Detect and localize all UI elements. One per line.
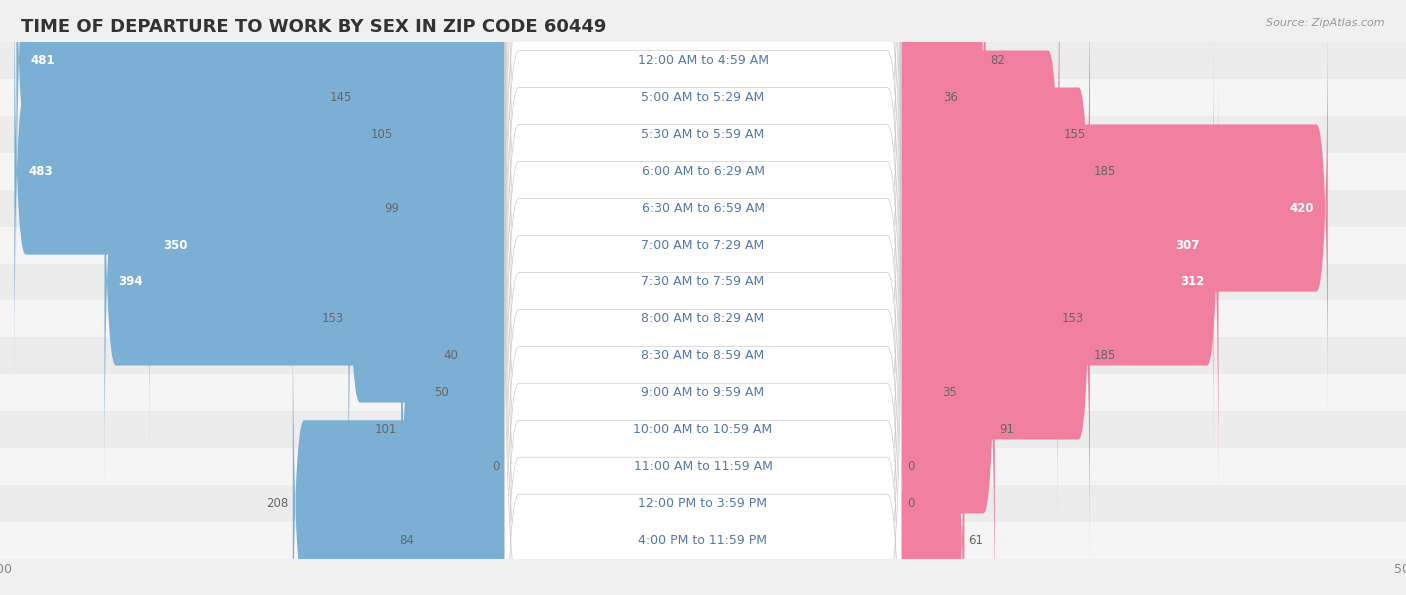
Text: 36: 36 (943, 90, 957, 104)
Text: 185: 185 (1094, 349, 1116, 362)
FancyBboxPatch shape (505, 0, 901, 595)
FancyBboxPatch shape (505, 144, 901, 595)
Text: 0: 0 (907, 497, 914, 511)
FancyBboxPatch shape (0, 486, 1406, 522)
Text: 8:30 AM to 8:59 AM: 8:30 AM to 8:59 AM (641, 349, 765, 362)
FancyBboxPatch shape (17, 0, 509, 273)
Text: 6:30 AM to 6:59 AM: 6:30 AM to 6:59 AM (641, 202, 765, 215)
FancyBboxPatch shape (0, 115, 1406, 152)
Text: 84: 84 (399, 534, 415, 547)
FancyBboxPatch shape (404, 0, 509, 420)
Text: 185: 185 (1094, 165, 1116, 177)
FancyBboxPatch shape (505, 0, 901, 383)
FancyBboxPatch shape (897, 328, 965, 595)
FancyBboxPatch shape (897, 218, 995, 595)
Text: 481: 481 (31, 54, 55, 67)
Text: 12:00 AM to 4:59 AM: 12:00 AM to 4:59 AM (637, 54, 769, 67)
FancyBboxPatch shape (396, 0, 509, 346)
FancyBboxPatch shape (0, 227, 1406, 264)
FancyBboxPatch shape (897, 144, 1090, 568)
FancyBboxPatch shape (104, 70, 509, 494)
FancyBboxPatch shape (897, 0, 939, 309)
FancyBboxPatch shape (0, 190, 1406, 227)
Text: 420: 420 (1289, 202, 1313, 215)
Text: 483: 483 (28, 165, 53, 177)
FancyBboxPatch shape (0, 152, 1406, 190)
FancyBboxPatch shape (0, 264, 1406, 300)
Text: 50: 50 (434, 386, 449, 399)
Text: 6:00 AM to 6:29 AM: 6:00 AM to 6:29 AM (641, 165, 765, 177)
Text: 82: 82 (990, 54, 1005, 67)
Text: TIME OF DEPARTURE TO WORK BY SEX IN ZIP CODE 60449: TIME OF DEPARTURE TO WORK BY SEX IN ZIP … (21, 18, 606, 36)
Text: 11:00 AM to 11:59 AM: 11:00 AM to 11:59 AM (634, 461, 772, 474)
FancyBboxPatch shape (401, 218, 509, 595)
FancyBboxPatch shape (897, 0, 1090, 383)
FancyBboxPatch shape (292, 292, 509, 595)
Text: 91: 91 (1000, 424, 1014, 436)
Text: 0: 0 (492, 461, 499, 474)
Text: 12:00 PM to 3:59 PM: 12:00 PM to 3:59 PM (638, 497, 768, 511)
Text: 99: 99 (384, 202, 399, 215)
FancyBboxPatch shape (897, 33, 1213, 457)
FancyBboxPatch shape (505, 70, 901, 595)
Text: 155: 155 (1064, 127, 1085, 140)
FancyBboxPatch shape (14, 0, 509, 383)
FancyBboxPatch shape (463, 144, 509, 568)
FancyBboxPatch shape (505, 0, 901, 457)
Text: 153: 153 (322, 312, 344, 325)
FancyBboxPatch shape (505, 181, 901, 595)
FancyBboxPatch shape (0, 337, 1406, 374)
FancyBboxPatch shape (505, 218, 901, 595)
Text: 35: 35 (942, 386, 957, 399)
Text: 307: 307 (1175, 239, 1199, 252)
Text: 9:00 AM to 9:59 AM: 9:00 AM to 9:59 AM (641, 386, 765, 399)
Text: 40: 40 (444, 349, 458, 362)
FancyBboxPatch shape (897, 70, 1219, 494)
FancyBboxPatch shape (505, 0, 901, 595)
FancyBboxPatch shape (505, 0, 901, 494)
Text: 394: 394 (118, 275, 143, 289)
FancyBboxPatch shape (505, 107, 901, 595)
FancyBboxPatch shape (505, 0, 901, 568)
FancyBboxPatch shape (505, 0, 901, 420)
FancyBboxPatch shape (505, 33, 901, 595)
FancyBboxPatch shape (0, 449, 1406, 486)
Text: 312: 312 (1180, 275, 1205, 289)
Text: 5:00 AM to 5:29 AM: 5:00 AM to 5:29 AM (641, 90, 765, 104)
FancyBboxPatch shape (0, 42, 1406, 79)
Text: 10:00 AM to 10:59 AM: 10:00 AM to 10:59 AM (634, 424, 772, 436)
Text: 208: 208 (266, 497, 288, 511)
Text: 61: 61 (969, 534, 984, 547)
Text: 145: 145 (330, 90, 353, 104)
FancyBboxPatch shape (897, 107, 1057, 531)
FancyBboxPatch shape (149, 33, 509, 457)
FancyBboxPatch shape (897, 0, 986, 273)
FancyBboxPatch shape (0, 374, 1406, 411)
FancyBboxPatch shape (349, 107, 509, 531)
Text: 8:00 AM to 8:29 AM: 8:00 AM to 8:29 AM (641, 312, 765, 325)
Text: 0: 0 (907, 461, 914, 474)
Text: 153: 153 (1062, 312, 1084, 325)
Text: 4:00 PM to 11:59 PM: 4:00 PM to 11:59 PM (638, 534, 768, 547)
FancyBboxPatch shape (505, 0, 901, 531)
Text: 101: 101 (374, 424, 396, 436)
FancyBboxPatch shape (897, 0, 1327, 420)
FancyBboxPatch shape (0, 411, 1406, 449)
FancyBboxPatch shape (897, 0, 1060, 346)
Text: 350: 350 (163, 239, 187, 252)
FancyBboxPatch shape (0, 79, 1406, 115)
Text: Source: ZipAtlas.com: Source: ZipAtlas.com (1267, 18, 1385, 28)
FancyBboxPatch shape (419, 328, 509, 595)
Text: 7:00 AM to 7:29 AM: 7:00 AM to 7:29 AM (641, 239, 765, 252)
FancyBboxPatch shape (357, 0, 509, 309)
FancyBboxPatch shape (0, 300, 1406, 337)
Text: 7:30 AM to 7:59 AM: 7:30 AM to 7:59 AM (641, 275, 765, 289)
Text: 105: 105 (371, 127, 392, 140)
FancyBboxPatch shape (0, 522, 1406, 559)
Text: 5:30 AM to 5:59 AM: 5:30 AM to 5:59 AM (641, 127, 765, 140)
FancyBboxPatch shape (897, 181, 938, 595)
FancyBboxPatch shape (453, 181, 509, 595)
